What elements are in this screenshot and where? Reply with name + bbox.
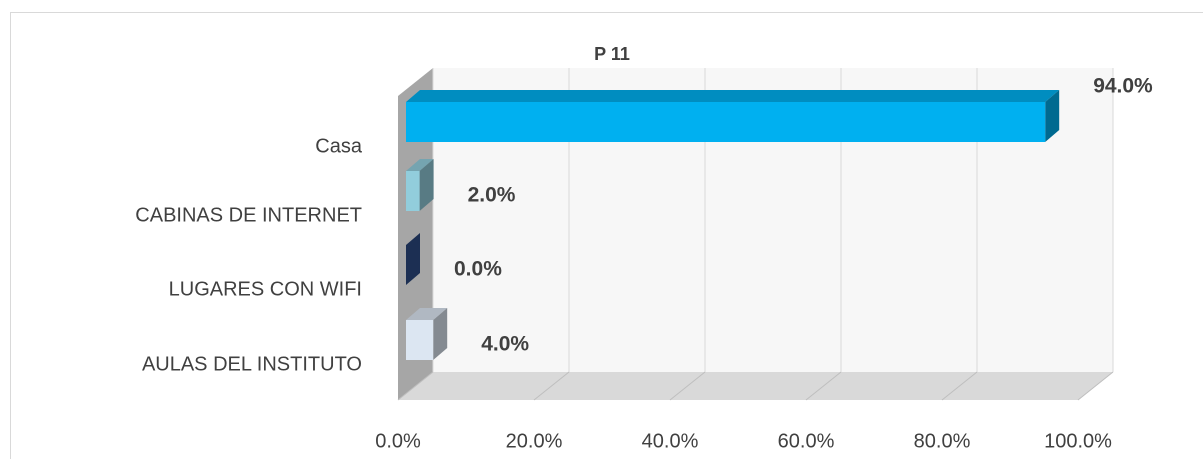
category-label: LUGARES CON WIFI	[169, 278, 362, 300]
bar-side	[406, 233, 420, 285]
bar-side	[433, 308, 448, 360]
bar-side	[1045, 90, 1060, 142]
category-label: CABINAS DE INTERNET	[135, 204, 362, 226]
bar	[406, 233, 420, 285]
floor-grid-line	[805, 371, 842, 401]
back-wall	[433, 68, 1113, 372]
floor-grid-line	[1077, 371, 1114, 401]
floor	[398, 372, 1113, 400]
value-label: 4.0%	[481, 333, 529, 356]
x-tick-label: 60.0%	[778, 430, 835, 452]
value-label: 94.0%	[1093, 75, 1153, 98]
bar	[406, 308, 448, 360]
floor-grid-line	[533, 371, 570, 401]
chart-title: P 11	[594, 44, 630, 64]
x-tick-label: 0.0%	[375, 430, 421, 452]
bar-side	[419, 159, 434, 211]
x-tick-label: 100.0%	[1044, 430, 1112, 452]
x-tick-label: 20.0%	[506, 430, 563, 452]
value-label: 2.0%	[468, 184, 516, 207]
floor-grid-line	[397, 371, 434, 401]
bar-front	[406, 320, 434, 360]
bar	[406, 90, 1060, 142]
bar-top	[406, 159, 434, 171]
floor-grid-line	[941, 371, 978, 401]
category-label: Casa	[315, 135, 363, 157]
bar-top	[406, 90, 1060, 102]
x-tick-label: 40.0%	[642, 430, 699, 452]
bar-top	[406, 308, 448, 320]
x-tick-label: 80.0%	[914, 430, 971, 452]
floor-grid-line	[669, 371, 706, 401]
value-label: 0.0%	[454, 258, 502, 281]
category-label: AULAS DEL INSTITUTO	[142, 353, 362, 375]
bar-front	[406, 171, 420, 211]
bar-front	[406, 102, 1046, 142]
bar	[406, 159, 434, 211]
